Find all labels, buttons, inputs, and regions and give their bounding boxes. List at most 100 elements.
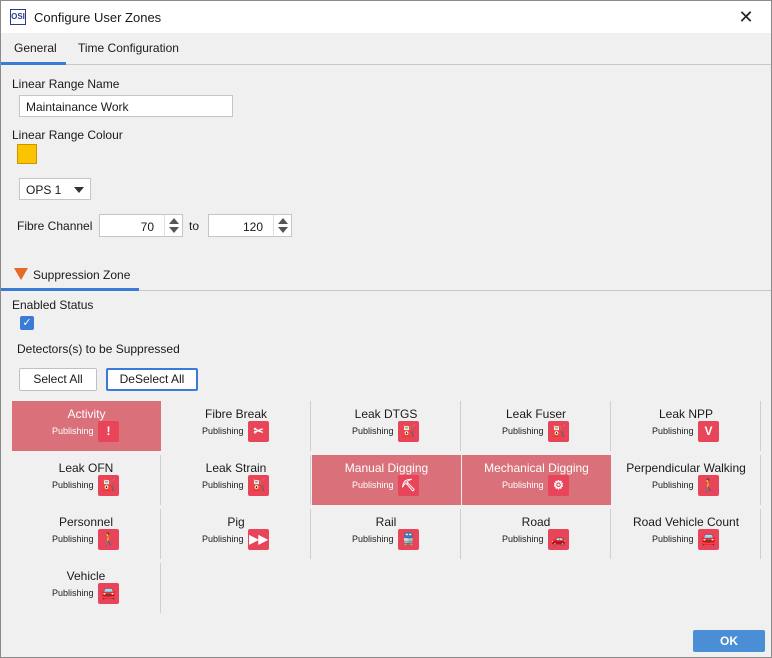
detector-tile[interactable]: Leak DTGS Publishing ⛽ [312,401,461,451]
detector-tile[interactable]: Rail Publishing 🚆 [312,509,461,559]
exclamation-icon: ! [98,421,119,442]
close-button[interactable]: ✕ [738,7,754,27]
detector-name: Manual Digging [344,461,429,475]
title-bar: OSI Configure User Zones ✕ [1,1,771,33]
detector-name: Perpendicular Walking [626,461,746,475]
detector-tile[interactable]: Leak NPP Publishing V [612,401,761,451]
tap-icon: ⛽ [248,475,269,496]
detector-tile[interactable]: Activity Publishing! [12,401,161,451]
funnel-icon [14,268,28,280]
arrow-down-icon[interactable] [169,227,179,233]
detector-tile[interactable]: Pig Publishing ▶▶ [162,509,311,559]
tap-icon: ⛽ [398,421,419,442]
v-icon: V [698,421,719,442]
detector-status: Publishing [52,426,94,436]
detector-tile[interactable]: Leak Fuser Publishing ⛽ [462,401,611,451]
vehicle-icon: 🚘 [698,529,719,550]
walking-icon: 🚶 [98,529,119,550]
stepper-buttons[interactable] [164,215,182,236]
window-title: Configure User Zones [34,10,162,25]
range-name-label: Linear Range Name [12,77,120,91]
detector-status: Publishing [352,480,394,490]
enabled-status-label: Enabled Status [12,298,94,312]
stepper-buttons[interactable] [273,215,291,236]
arrow-up-icon[interactable] [278,218,288,224]
fibre-channel-from-stepper[interactable]: 70 [99,214,183,237]
detector-status: Publishing [202,480,244,490]
detector-name: Activity [67,407,106,421]
detector-tile[interactable]: Manual Digging Publishing ⛏ [312,455,461,505]
tab-time-configuration[interactable]: Time Configuration [78,41,179,55]
app-logo-icon: OSI [10,9,26,25]
detector-tile[interactable]: Mechanical Digging Publishing ⚙ [462,455,611,505]
vehicle-icon: 🚘 [98,583,119,604]
tap-icon: ⛽ [98,475,119,496]
ok-button[interactable]: OK [693,630,765,652]
detector-tile[interactable]: Leak Strain Publishing ⛽ [162,455,311,505]
detector-tile[interactable]: Fibre Break Publishing ✂ [162,401,311,451]
detector-name: Leak DTGS [354,407,418,421]
detector-status: Publishing [52,534,94,544]
tab-general[interactable]: General [14,41,57,55]
tap-icon: ⛽ [548,421,569,442]
detector-name: Leak NPP [658,407,714,421]
detector-tile[interactable]: Leak OFN Publishing ⛽ [12,455,161,505]
detector-name: Personnel [58,515,114,529]
active-tab-indicator [1,62,66,65]
detector-tile[interactable]: Vehicle Publishing 🚘 [12,563,161,613]
detector-name: Leak Fuser [505,407,567,421]
active-tab-indicator [1,288,139,291]
shovel-icon: ⛏ [398,475,419,496]
detector-name: Road [521,515,551,529]
detector-name: Vehicle [66,569,106,583]
detector-name: Leak Strain [205,461,267,475]
detector-status: Publishing [202,426,244,436]
arrow-down-icon[interactable] [278,227,288,233]
detector-grid: Activity Publishing! Fibre Break Publishing… [12,401,762,615]
deselect-all-button[interactable]: DeSelect All [106,368,198,391]
detector-name: Fibre Break [204,407,268,421]
cars-icon: 🚗 [548,529,569,550]
detector-status: Publishing [502,480,544,490]
detector-status: Publishing [352,426,394,436]
range-colour-label: Linear Range Colour [12,128,123,142]
pig-icon: ▶▶ [248,529,269,550]
from-value: 70 [140,220,154,234]
enabled-checkbox[interactable]: ✓ [20,316,34,330]
tab-bar: General Time Configuration [1,34,771,65]
detector-name: Rail [375,515,397,529]
detector-status: Publishing [652,426,694,436]
colour-swatch[interactable] [17,144,37,164]
detector-status: Publishing [502,534,544,544]
detector-tile[interactable]: Road Publishing 🚗 [462,509,611,559]
ops-dropdown[interactable]: OPS 1 [19,178,91,200]
detector-name: Pig [227,515,245,529]
detector-status: Publishing [52,480,94,490]
detector-tile[interactable]: Personnel Publishing 🚶 [12,509,161,559]
select-all-button[interactable]: Select All [19,368,97,391]
ops-dropdown-value: OPS 1 [26,183,62,197]
detector-tile[interactable]: Perpendicular Walking Publishing 🚶 [612,455,761,505]
detector-status: Publishing [202,534,244,544]
detectors-label: Detectors(s) to be Suppressed [17,342,180,356]
suppression-zone-tab[interactable]: Suppression Zone [1,260,771,291]
detector-name: Leak OFN [58,461,114,475]
to-value: 120 [242,220,263,234]
detector-name: Mechanical Digging [484,461,589,475]
fibre-channel-label: Fibre Channel [17,219,93,233]
detector-status: Publishing [52,588,94,598]
chevron-down-icon [74,187,84,193]
detector-tile[interactable]: Road Vehicle Count Publishing 🚘 [612,509,761,559]
train-icon: 🚆 [398,529,419,550]
fibre-channel-to-stepper[interactable]: 120 [208,214,292,237]
detector-status: Publishing [502,426,544,436]
detector-status: Publishing [652,480,694,490]
range-name-input[interactable]: Maintainance Work [19,95,233,117]
detector-status: Publishing [652,534,694,544]
arrow-up-icon[interactable] [169,218,179,224]
walking-icon: 🚶 [698,475,719,496]
excavator-icon: ⚙ [548,475,569,496]
to-label: to [189,219,200,233]
suppression-zone-label: Suppression Zone [33,268,131,282]
